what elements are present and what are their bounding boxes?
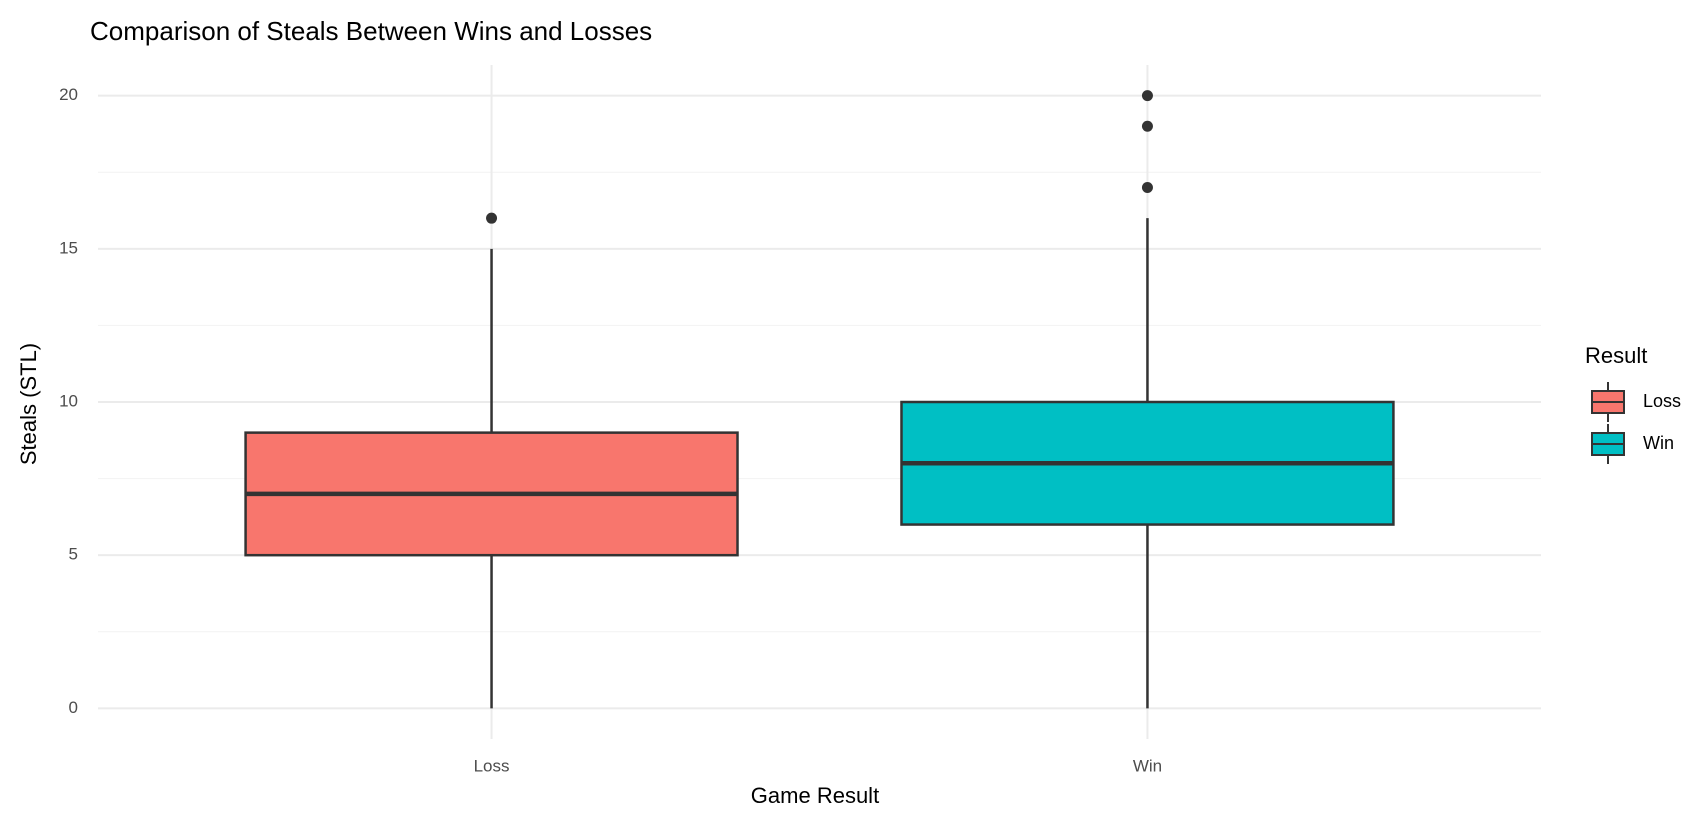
outlier bbox=[486, 212, 498, 224]
outlier bbox=[1141, 120, 1153, 132]
y-tick-label: 20 bbox=[59, 85, 78, 104]
y-tick-label: 5 bbox=[69, 545, 78, 564]
y-tick-label: 15 bbox=[59, 238, 78, 257]
legend-label: Win bbox=[1643, 433, 1674, 453]
x-axis-title: Game Result bbox=[751, 783, 879, 808]
y-axis-title: Steals (STL) bbox=[16, 343, 41, 465]
y-tick-label: 10 bbox=[59, 391, 78, 410]
chart-title: Comparison of Steals Between Wins and Lo… bbox=[90, 16, 652, 46]
legend-label: Loss bbox=[1643, 391, 1681, 411]
x-tick-label: Loss bbox=[474, 756, 510, 775]
outlier bbox=[1141, 90, 1153, 102]
y-tick-label: 0 bbox=[69, 698, 78, 717]
x-tick-label: Win bbox=[1133, 756, 1162, 775]
outlier bbox=[1141, 182, 1153, 194]
legend-title: Result bbox=[1585, 343, 1647, 368]
